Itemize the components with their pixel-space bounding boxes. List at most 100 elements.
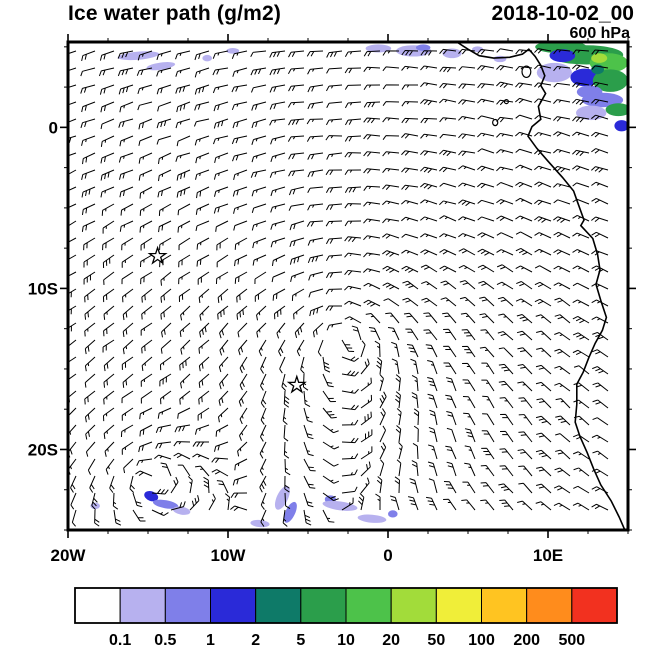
iwp-patch <box>591 53 608 63</box>
wind-barb <box>344 67 362 74</box>
wind-barb <box>554 348 571 358</box>
wind-barb <box>224 493 230 511</box>
wind-barb <box>341 453 359 460</box>
wind-barb <box>496 132 514 138</box>
wind-barb <box>213 118 229 129</box>
wind-barb <box>554 297 571 307</box>
wind-barb <box>234 271 248 284</box>
wind-barb <box>231 50 248 60</box>
wind-barb <box>477 132 495 138</box>
wind-barb <box>477 148 495 154</box>
wind-barb <box>363 218 381 224</box>
wind-barb <box>420 166 438 174</box>
wind-barb <box>303 475 316 489</box>
wind-barb <box>478 280 495 290</box>
wind-barb <box>360 358 370 375</box>
wind-barb <box>591 148 609 154</box>
wind-barb <box>123 458 134 474</box>
wind-barb <box>322 492 339 502</box>
wind-barb <box>479 296 495 307</box>
wind-barb <box>251 186 267 197</box>
wind-barb <box>426 496 438 511</box>
wind-barb <box>289 220 305 231</box>
wind-barb <box>439 149 457 157</box>
wind-barb <box>382 168 400 174</box>
wind-barb <box>412 443 419 460</box>
wind-barb <box>458 133 476 139</box>
wind-barb <box>345 118 362 126</box>
wind-barb <box>170 501 186 511</box>
wind-barb <box>197 407 210 421</box>
wind-barb <box>68 67 77 78</box>
wind-barb <box>81 101 96 113</box>
wind-barb <box>237 441 248 457</box>
wind-barb <box>326 322 343 331</box>
wind-barb <box>398 442 403 460</box>
wind-barb <box>307 152 324 160</box>
wind-barb <box>401 216 419 222</box>
wind-barb <box>156 135 172 145</box>
wind-barb <box>139 220 153 233</box>
wind-barb <box>215 424 229 437</box>
colorbar-cell <box>74 587 121 624</box>
wind-barb <box>84 322 96 337</box>
wind-barb <box>136 67 153 76</box>
wind-barb <box>271 254 286 267</box>
wind-barb <box>420 65 438 71</box>
wind-barb <box>68 305 77 319</box>
wind-barb <box>344 269 362 276</box>
wind-barb <box>270 186 286 197</box>
wind-barb <box>177 203 191 216</box>
wind-barb <box>534 181 552 188</box>
wind-barb <box>439 249 457 256</box>
wind-barb <box>458 165 476 171</box>
wind-barb <box>232 186 248 197</box>
wind-barb <box>308 288 324 298</box>
wind-barb <box>402 297 419 307</box>
wind-barb <box>555 398 571 409</box>
wind-barb <box>160 390 172 405</box>
wind-barb <box>401 101 419 107</box>
wind-barb <box>81 50 96 62</box>
wind-barb <box>461 329 476 341</box>
wind-barb <box>410 358 419 375</box>
wind-barb <box>293 305 305 320</box>
wind-barb <box>176 135 191 147</box>
wind-barb <box>573 365 590 375</box>
wind-barb <box>269 169 286 178</box>
colorbar-level-label-0: 0.1 <box>109 632 131 649</box>
wind-barb <box>300 356 305 374</box>
iwp-patch <box>274 485 290 510</box>
wind-barb <box>423 329 438 341</box>
wind-barb <box>288 203 305 211</box>
wind-barb <box>141 339 153 354</box>
wind-barb <box>591 98 609 105</box>
wind-barb <box>122 288 134 303</box>
wind-barb <box>217 305 229 320</box>
wind-barb <box>289 237 305 248</box>
colorbar-level-label-10: 500 <box>558 632 585 649</box>
wind-barb <box>591 198 609 205</box>
wind-barb <box>477 199 495 205</box>
wind-barb <box>496 48 514 53</box>
iwp-patch <box>549 49 576 63</box>
wind-barb <box>554 314 571 324</box>
wind-barb <box>591 114 609 121</box>
wind-barb <box>591 49 609 55</box>
wind-barb <box>458 265 476 273</box>
wind-barb <box>477 216 495 222</box>
wind-barb <box>344 203 362 209</box>
wind-barb <box>499 448 514 460</box>
wind-barb <box>363 101 381 108</box>
wind-barb <box>94 509 100 527</box>
wind-barb <box>198 339 210 354</box>
wind-barb <box>80 67 96 77</box>
wind-barb <box>218 356 229 373</box>
wind-barb <box>85 441 96 457</box>
wind-barb <box>189 495 200 511</box>
wind-barb <box>591 216 609 223</box>
colorbar-cell <box>164 587 211 624</box>
wind-barb <box>281 373 287 391</box>
wind-barb <box>591 250 609 256</box>
wind-barb <box>180 339 191 355</box>
